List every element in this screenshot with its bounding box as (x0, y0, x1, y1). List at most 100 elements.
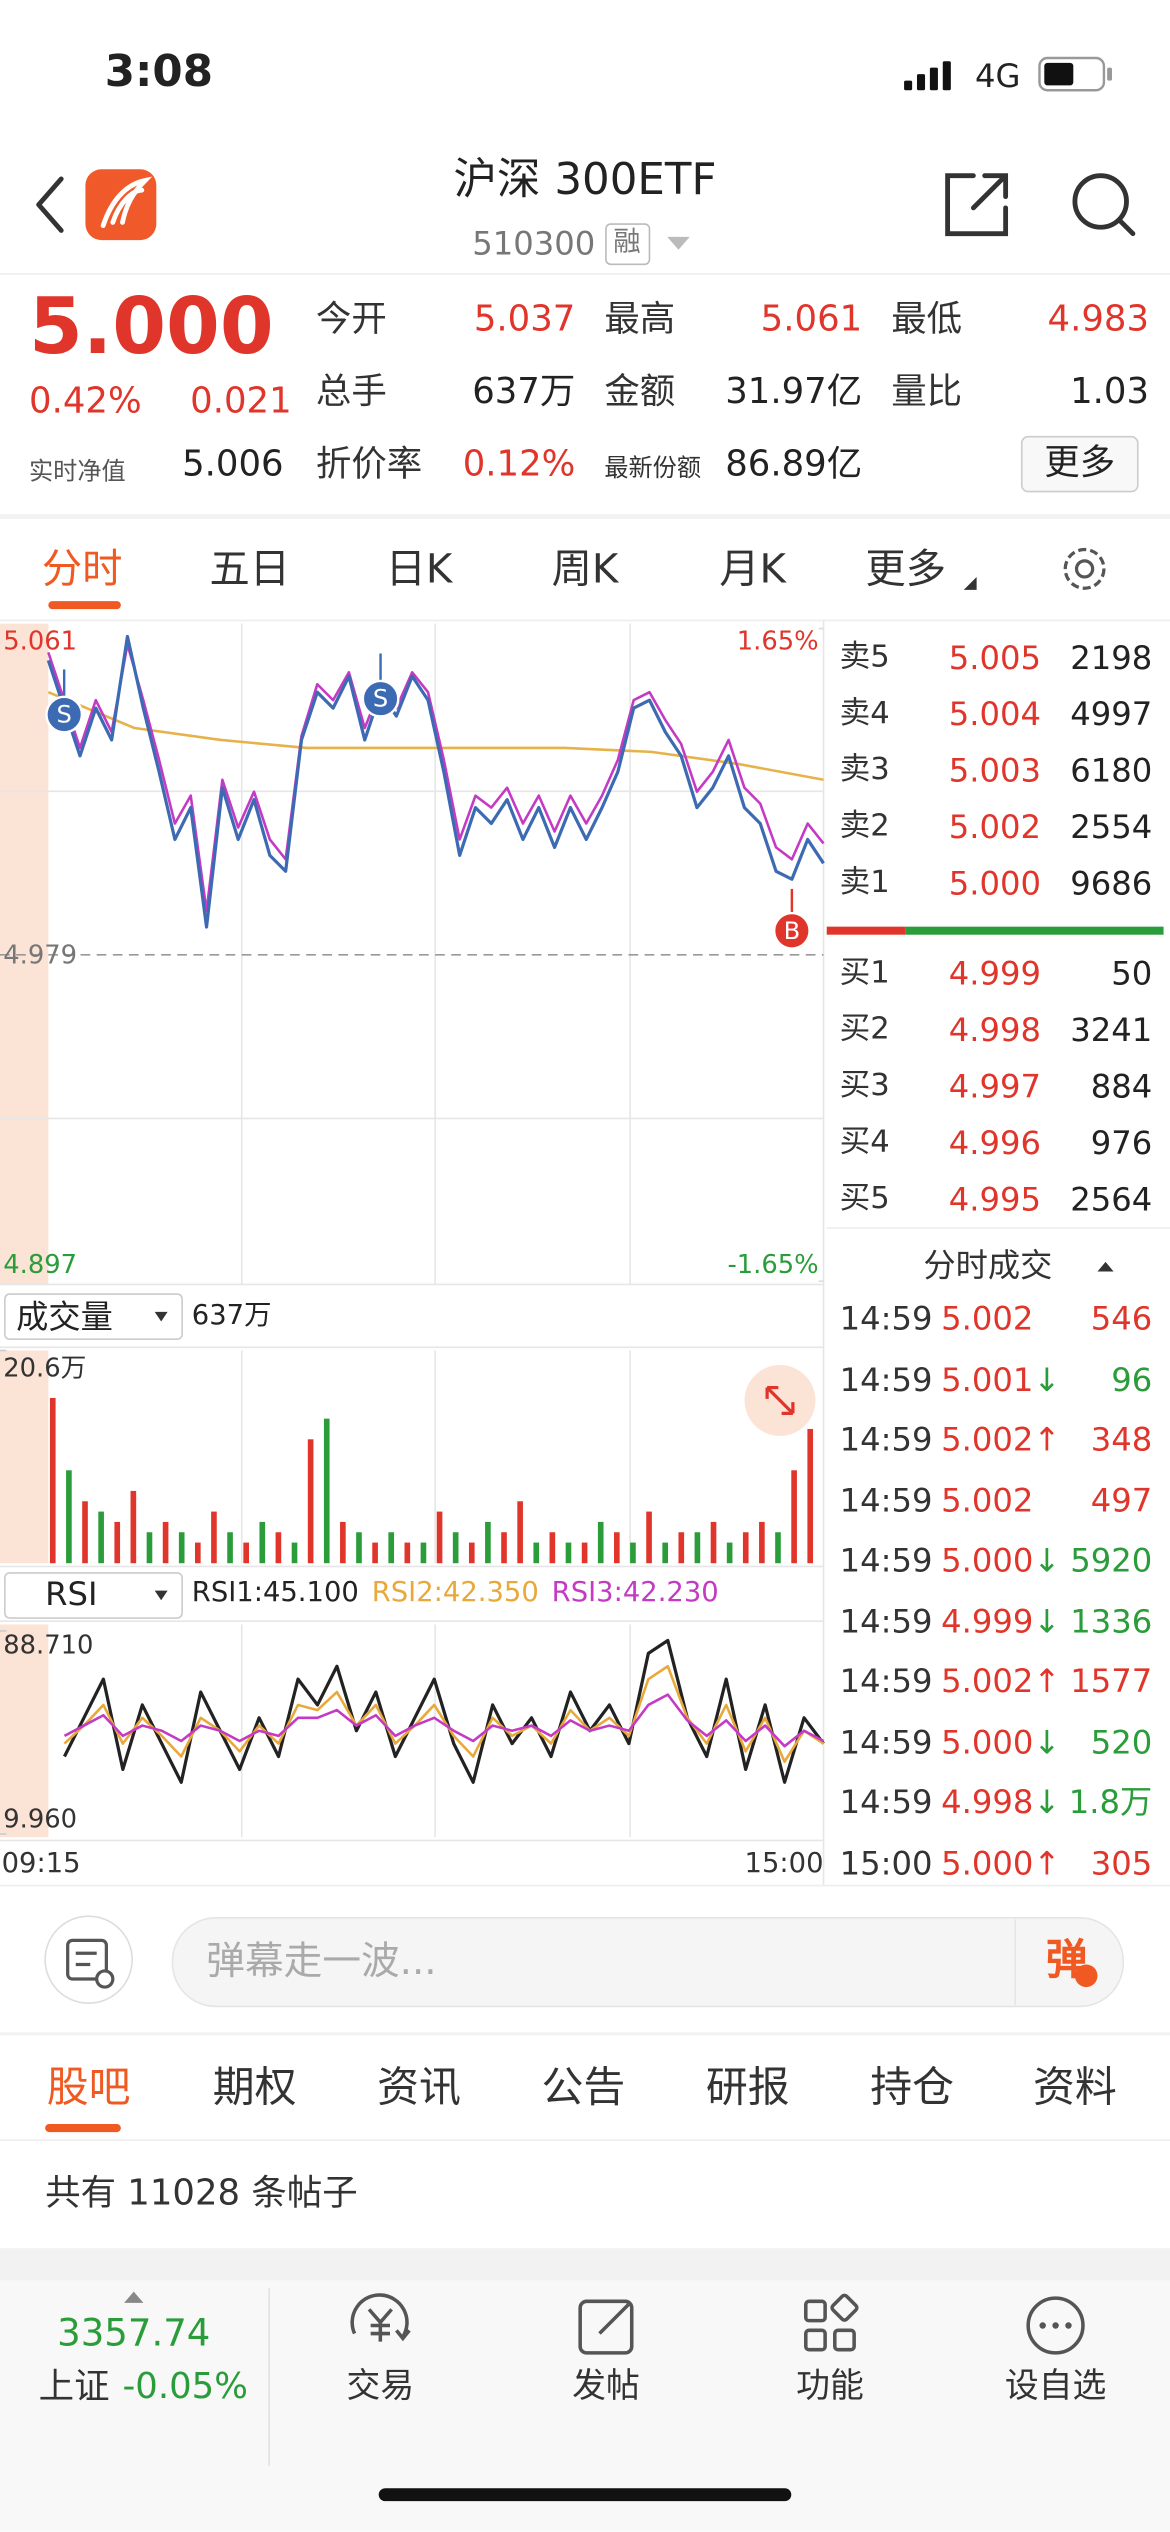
chart-tab[interactable]: 五日 (209, 545, 291, 593)
field-value: 86.89亿 (725, 444, 863, 486)
network: 4G (974, 56, 1021, 96)
volume-bar (468, 1542, 475, 1564)
trade-time: 14:59 (839, 1359, 933, 1399)
back-button[interactable] (36, 176, 64, 233)
y-tick-label: 4.979 (3, 938, 78, 970)
trade-volume: 5920 (1070, 1540, 1153, 1580)
nav-label: 实时净值 (29, 456, 126, 486)
field-label: 今开 (315, 299, 387, 341)
rsi-line (63, 1693, 825, 1748)
book-price: 4.999 (948, 954, 1042, 993)
chart-tab[interactable]: 周K (551, 545, 619, 593)
trade-price: 4.998 ↓ (941, 1786, 1060, 1818)
buy-bar (905, 926, 1164, 935)
book-label: 卖4 (839, 695, 890, 731)
change-pct: 0.42% (29, 381, 142, 423)
search-button[interactable] (1072, 173, 1136, 237)
book-price: 4.998 (948, 1010, 1042, 1050)
trade-price: 5.000 ↑ (941, 1846, 1060, 1878)
trade-price: 5.002 ↑ (941, 1423, 1060, 1455)
volume-bar (436, 1511, 443, 1564)
index-change: 上证 -0.05% (39, 2370, 248, 2406)
nav-item[interactable]: 功能 (796, 2366, 864, 2406)
field-label: 折价率 (315, 444, 423, 486)
book-volume: 884 (1090, 1066, 1153, 1106)
trade-time: 14:59 (839, 1661, 933, 1701)
danmaku-button[interactable]: 弹 (1045, 1937, 1088, 1986)
volume-bar (98, 1511, 104, 1564)
volume-bar (178, 1532, 185, 1564)
content-tab[interactable]: 股吧 (46, 2064, 131, 2113)
nav-item[interactable]: 发帖 (572, 2366, 640, 2406)
volume-bar (807, 1428, 814, 1564)
text: ↓ (1033, 1721, 1061, 1761)
text: 5.000 (941, 1721, 1034, 1761)
volume-bar (581, 1542, 588, 1564)
marker-label: B (784, 917, 801, 945)
comment-input[interactable] (171, 1916, 1125, 2008)
volume-bar (694, 1532, 701, 1564)
book-volume: 4997 (1070, 694, 1153, 734)
book-price: 5.005 (948, 638, 1042, 677)
volume-bar (356, 1532, 362, 1564)
chart-tab[interactable]: 月K (719, 545, 786, 593)
share-button[interactable] (945, 173, 1009, 237)
trade-volume: 1336 (1070, 1601, 1153, 1640)
book-label: 买5 (839, 1180, 890, 1216)
trade-price: 5.001 ↓ (941, 1363, 1060, 1395)
chart-tab[interactable]: 更多 (865, 545, 947, 593)
sell-bar (826, 926, 906, 935)
text: 5.002 (941, 1419, 1034, 1459)
content-tab[interactable]: 研报 (705, 2064, 790, 2113)
indicator-selector[interactable] (4, 1572, 183, 1619)
trade-time: 15:00 (839, 1842, 933, 1882)
volume-bar (82, 1501, 88, 1564)
tab-indicator (48, 601, 121, 610)
trade-price: 4.999 ↓ (941, 1604, 1060, 1636)
trade-volume: 96 (1111, 1359, 1153, 1399)
x-label: 15:00 (744, 1847, 824, 1880)
field-value: 5.037 (473, 299, 576, 341)
dropdown-arrow[interactable] (667, 236, 690, 250)
rsi-line (63, 1638, 825, 1784)
content-tab[interactable]: 持仓 (870, 2064, 955, 2113)
volume-bar (646, 1511, 652, 1564)
trade-time: 14:59 (839, 1298, 933, 1338)
more-arrow (963, 576, 977, 590)
sort-arrow (1097, 1261, 1114, 1272)
dropdown-arrow (154, 1590, 168, 1601)
content-tab[interactable]: 资讯 (377, 2064, 461, 2113)
price-line (47, 690, 824, 782)
chart-tab[interactable]: 日K (385, 545, 453, 593)
badge-box (605, 223, 651, 266)
text: 5.002 (941, 1480, 1034, 1519)
trade-time: 14:59 (839, 1419, 933, 1459)
comment-placeholder[interactable]: 弹幕走一波... (206, 1938, 437, 1984)
field-label: 总手 (315, 372, 387, 413)
comment-icon[interactable] (44, 1915, 133, 2004)
more-button-box[interactable] (1020, 435, 1139, 493)
content-tab[interactable]: 公告 (541, 2064, 626, 2113)
nav-item[interactable]: 交易 (346, 2366, 415, 2406)
settings-button[interactable] (1063, 547, 1106, 590)
field-label: 最新份额 (604, 453, 702, 483)
book-label: 买4 (839, 1124, 890, 1160)
volume-bar (340, 1521, 346, 1564)
y2-tick-label: 1.65% (736, 625, 819, 656)
expand-button[interactable] (744, 1364, 816, 1436)
volume-bar (49, 1397, 56, 1564)
chart-tab[interactable]: 分时 (41, 545, 123, 593)
book-volume: 9686 (1070, 863, 1153, 903)
content-tab[interactable]: 资料 (1033, 2064, 1117, 2113)
title: 沪深 300ETF (453, 155, 717, 206)
volume-selector[interactable] (4, 1293, 183, 1341)
nav-item[interactable]: 设自选 (1004, 2366, 1107, 2406)
trades-title: 分时成交 (923, 1245, 1053, 1285)
book-label: 买1 (839, 954, 890, 991)
book-price: 4.996 (948, 1123, 1042, 1162)
more-button[interactable]: 更多 (1044, 443, 1116, 484)
home-indicator (378, 2488, 792, 2502)
text: 5.000 (941, 1842, 1034, 1882)
content-tab[interactable]: 期权 (212, 2064, 297, 2113)
